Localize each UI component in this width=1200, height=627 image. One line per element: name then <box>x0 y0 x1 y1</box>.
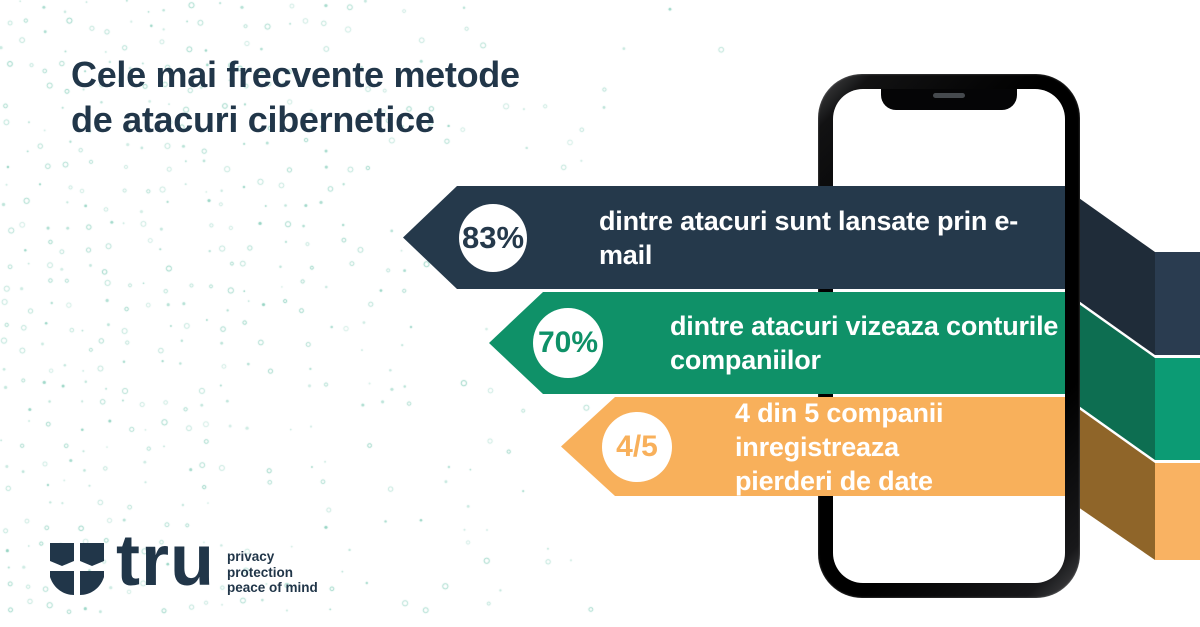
stat-badge-70-percent: 70% <box>533 308 603 378</box>
banner-company-accounts: 70% dintre atacuri vizeaza conturile com… <box>489 292 1065 394</box>
tagline-peace-of-mind: peace of mind <box>226 580 318 595</box>
page-title: Cele mai frecvente metode de atacuri cib… <box>71 52 520 142</box>
shield-quadrant-br <box>80 571 104 595</box>
banner-company-accounts-line1: dintre atacuri vizeaza conturile <box>670 311 1059 341</box>
page-title-line1: Cele mai frecvente metode <box>71 54 520 95</box>
banner-email-attacks-text: dintre atacuri sunt lansate prin e-mail <box>599 205 1019 270</box>
logo-wordmark: tru <box>116 521 215 601</box>
stat-badge-83-percent: 83% <box>459 203 527 272</box>
banner-data-loss-line2: pierderi de date <box>735 465 933 496</box>
tagline-privacy: privacy <box>226 549 275 564</box>
shield-quadrant-tl <box>50 543 74 566</box>
banner-company-accounts-line2: companiilor <box>670 345 821 375</box>
speaker-grille-icon <box>933 93 965 98</box>
shield-quadrant-bl <box>50 571 74 595</box>
banner-data-loss-text: 4 din 5 companii inregistreaza pierderi … <box>735 397 1065 496</box>
banner-company-accounts-text: dintre atacuri vizeaza conturile compani… <box>670 309 1058 377</box>
banner-email-attacks: 83% dintre atacuri sunt lansate prin e-m… <box>403 186 1065 289</box>
stat-badge-4-of-5: 4/5 <box>602 411 672 482</box>
shield-quadrant-tr <box>80 543 104 566</box>
tru-logo: tru privacy protection peace of mind <box>50 521 318 601</box>
banner-data-loss-line1: 4 din 5 companii inregistreaza <box>735 397 944 462</box>
shield-icon <box>50 543 104 595</box>
banner-data-loss: 4/5 4 din 5 companii inregistreaza pierd… <box>561 397 1065 496</box>
logo-tagline: privacy protection peace of mind <box>227 549 318 596</box>
page-title-line2: de atacuri cibernetice <box>71 99 435 140</box>
smartphone-notch <box>881 89 1017 110</box>
tagline-protection: protection <box>226 564 293 580</box>
